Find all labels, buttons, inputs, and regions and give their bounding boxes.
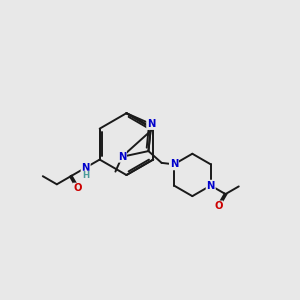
Text: N: N [170,159,178,169]
Text: N: N [82,163,90,173]
Text: O: O [74,183,82,194]
Text: H: H [82,171,89,180]
Text: N: N [118,152,126,162]
Text: N: N [206,181,215,190]
Text: N: N [170,159,178,169]
Text: N: N [147,119,155,129]
Text: O: O [214,201,223,211]
